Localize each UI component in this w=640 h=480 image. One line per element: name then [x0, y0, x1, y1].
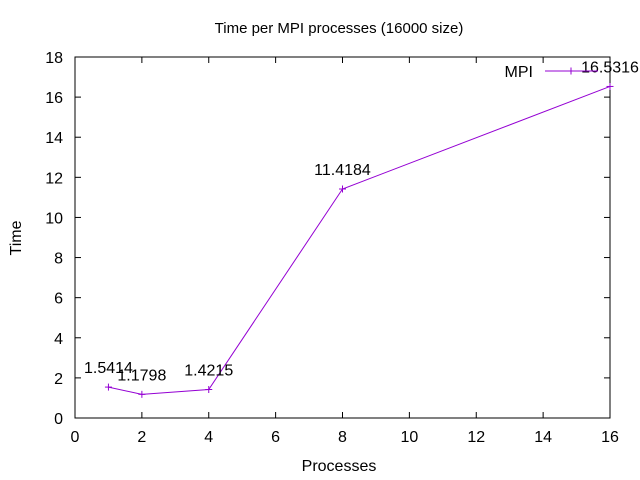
plot-frame [74, 56, 611, 419]
legend-label-mpi: MPI [505, 64, 533, 81]
y-tick-label: 2 [54, 371, 63, 388]
x-tick-label: 10 [400, 429, 418, 446]
chart-title: Time per MPI processes (16000 size) [215, 20, 464, 37]
data-point [104, 383, 112, 391]
legend-marker-mpi [567, 67, 575, 75]
y-tick-label: 0 [54, 411, 63, 428]
data-point [205, 385, 213, 393]
series-line-mpi [108, 85, 611, 395]
y-tick-label: 6 [54, 291, 63, 308]
x-tick-label: 12 [467, 429, 485, 446]
x-tick-label: 0 [71, 429, 80, 446]
x-tick-label: 8 [338, 429, 347, 446]
y-tick-label: 4 [54, 331, 63, 348]
y-tick-label: 18 [45, 50, 63, 67]
data-label: 1.4215 [184, 362, 233, 379]
y-tick-label: 16 [45, 90, 63, 107]
legend: MPI [505, 64, 598, 81]
y-tick-label: 8 [54, 251, 63, 268]
data-point [339, 185, 346, 193]
data-label: 16.5316 [581, 59, 639, 76]
data-label: 1.1798 [117, 367, 166, 384]
y-tick-label: 12 [45, 170, 63, 187]
data-point [138, 390, 146, 398]
x-tick-label: 4 [204, 429, 213, 446]
y-tick-label: 14 [45, 130, 63, 147]
y-axis-ticks: 0 2 4 6 8 10 12 14 16 18 [45, 50, 610, 428]
x-tick-label: 2 [137, 429, 146, 446]
x-tick-label: 16 [601, 429, 619, 446]
y-axis-label: Time [8, 220, 25, 255]
data-label: 11.4184 [314, 162, 371, 179]
data-label: 1.5414 [84, 360, 133, 377]
data-point [606, 82, 614, 90]
x-axis-ticks: 0 2 4 6 8 10 12 14 16 [71, 57, 619, 446]
series-layer [104, 82, 614, 398]
y-tick-label: 10 [45, 210, 63, 227]
x-axis-label: Processes [302, 458, 377, 475]
x-tick-label: 6 [271, 429, 280, 446]
x-tick-label: 14 [534, 429, 552, 446]
